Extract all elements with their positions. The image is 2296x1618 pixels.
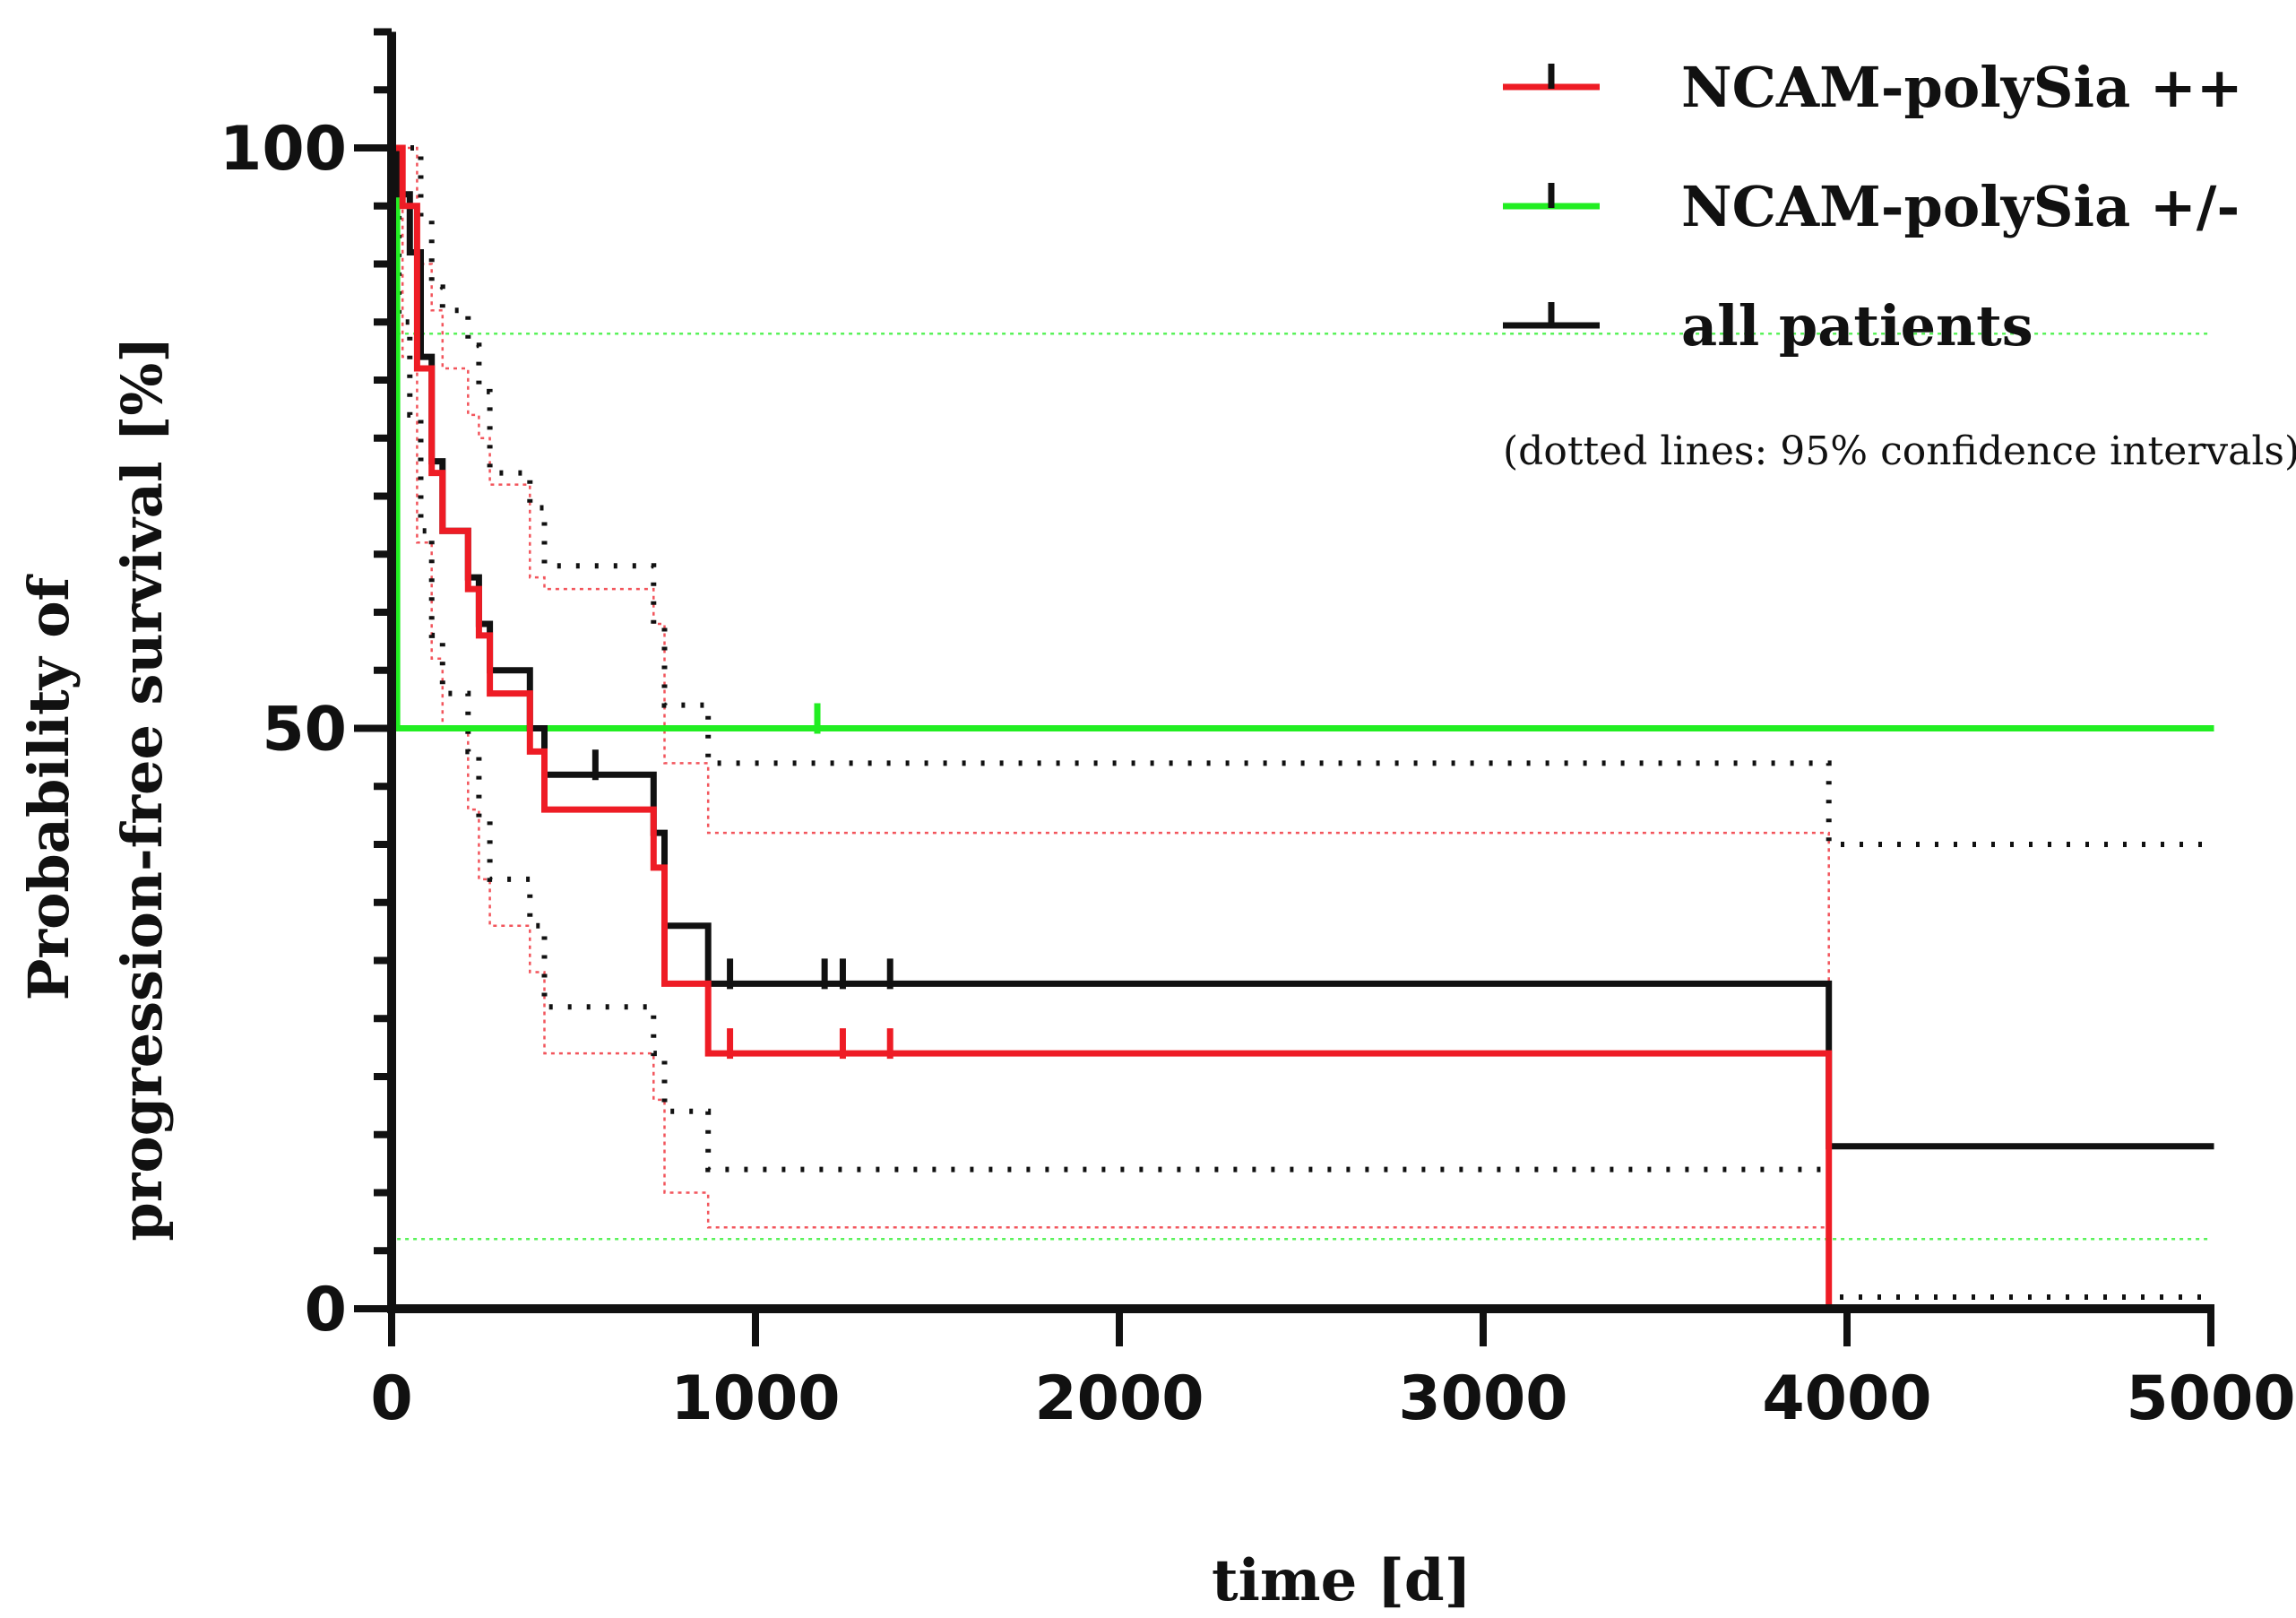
y-tick-label: 50 (262, 695, 347, 766)
x-tick-label: 1000 (670, 1363, 840, 1434)
legend-note: (dotted lines: 95% confidence intervals) (1503, 428, 2296, 474)
y-axis-label-line1: Probability of (16, 574, 82, 1000)
legend-label-2: all patients (1681, 293, 2033, 359)
x-tick-label: 2000 (1034, 1363, 1204, 1434)
x-tick-label: 4000 (1762, 1363, 1931, 1434)
ci-lower-series-2 (392, 145, 2211, 1300)
y-tick-label: 100 (220, 114, 347, 185)
x-tick-label: 5000 (2126, 1363, 2295, 1434)
x-axis-label: time [d] (1212, 1547, 1472, 1614)
y-axis-label-line2: progression-free survival [%] (109, 336, 175, 1241)
x-tick-label: 3000 (1398, 1363, 1567, 1434)
ci-lower-series-0 (392, 146, 1840, 1311)
legend: NCAM-polySia ++ NCAM-polySia +/- all patie… (1503, 55, 2243, 359)
confidence-interval-layer (392, 145, 2211, 1311)
survival-line-series-0 (388, 144, 1843, 1312)
legend-label-0: NCAM-polySia ++ (1681, 55, 2243, 120)
y-tick-label: 0 (305, 1275, 347, 1345)
legend-label-1: NCAM-polySia +/- (1681, 174, 2240, 239)
x-tick-label: 0 (370, 1363, 412, 1434)
